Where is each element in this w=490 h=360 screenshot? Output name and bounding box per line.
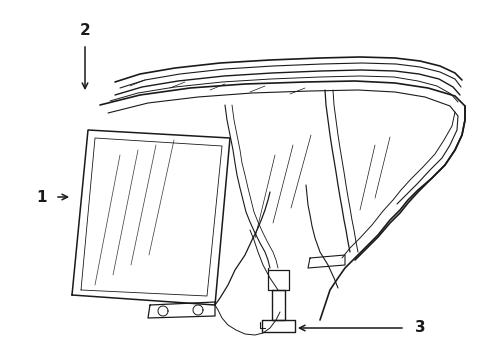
Text: 3: 3 [415, 320, 425, 336]
Text: 1: 1 [37, 189, 47, 204]
Text: 2: 2 [80, 23, 90, 37]
